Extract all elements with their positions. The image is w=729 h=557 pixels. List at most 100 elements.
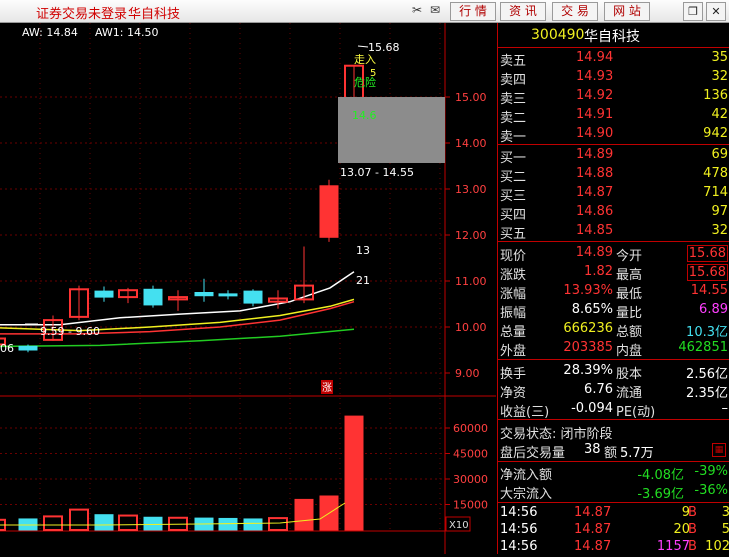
title-bar: 证券交易未登录 华自科技 ✂ ✉ 行 情 资 讯 交 易 网 站 ❐ ✕ xyxy=(0,0,729,23)
range-label: 13.07 - 14.55 xyxy=(340,166,414,179)
signal-label-1: 走入 xyxy=(354,53,376,66)
tick-row: 14:56 14.87 9 B 3 xyxy=(498,504,729,523)
low-range-label: 9.59 - 9.60 xyxy=(40,325,100,338)
ask-row: 卖四 14.93 32 xyxy=(498,68,729,88)
stat-label: 最高 xyxy=(616,268,643,283)
ask-volume: 35 xyxy=(711,50,728,65)
signal-label-3: 危险 xyxy=(354,75,376,89)
stat-value: 14.55 xyxy=(690,283,728,298)
volume-axis: 60000 45000 30000 15000 xyxy=(445,422,488,512)
stat-label: 涨跌 xyxy=(500,268,527,283)
stock-name: 华自科技 xyxy=(584,29,640,45)
candle-body xyxy=(168,296,188,301)
left-cut-label: 06 xyxy=(0,342,14,355)
bid-label: 买二 xyxy=(500,170,527,185)
candle-body xyxy=(143,288,163,306)
quotes-button[interactable]: 行 情 xyxy=(450,2,496,21)
divider xyxy=(498,144,729,145)
candle-body xyxy=(294,284,314,301)
tick-count: 5 xyxy=(721,522,729,537)
volume-bar xyxy=(43,515,63,531)
ask-price: 14.90 xyxy=(576,126,614,141)
stat-label: 涨幅 xyxy=(500,287,527,302)
ask-price: 14.93 xyxy=(576,69,614,84)
stat-label: 最低 xyxy=(616,287,643,302)
close-icon[interactable]: ✕ xyxy=(706,2,726,21)
price-tick-label: 15.00 xyxy=(455,91,487,104)
volume-bar xyxy=(94,514,114,531)
stock-name-title: 华自科技 xyxy=(128,7,181,22)
trade-button[interactable]: 交 易 xyxy=(552,2,598,21)
fund-row: 收益(三) -0.094 PE(动) – xyxy=(498,400,729,420)
price-tick-label: 11.00 xyxy=(455,275,487,288)
tick-time: 14:56 xyxy=(500,522,538,537)
ma-line xyxy=(0,298,355,332)
stat-value: 8.65% xyxy=(571,302,613,317)
flow-label: 大宗流入 xyxy=(500,487,553,502)
mail-icon[interactable]: ✉ xyxy=(430,3,441,17)
volume-bar xyxy=(69,508,89,532)
fund-value: – xyxy=(721,401,729,416)
flow-percent: -39% xyxy=(694,464,728,479)
stat-value: 462851 xyxy=(678,340,728,355)
quote-row: 涨跌 1.82 最高 15.68 xyxy=(498,263,729,283)
ma-line xyxy=(0,271,355,326)
ask-label: 卖二 xyxy=(500,111,527,126)
kline-chart[interactable]: AW: 14.84 AW1: 14.50 14.6 13.07 - 14.55 … xyxy=(0,23,496,554)
fund-row: 换手 28.39% 股本 2.56亿 xyxy=(498,362,729,382)
fund-value: 6.76 xyxy=(584,382,613,397)
ask-volume: 32 xyxy=(711,69,728,84)
bid-price: 14.88 xyxy=(576,166,614,181)
ask-label: 卖一 xyxy=(500,130,527,145)
price-range-box xyxy=(338,97,445,163)
ask-label: 卖五 xyxy=(500,54,527,69)
ask-row: 卖二 14.91 42 xyxy=(498,106,729,126)
bid-volume: 714 xyxy=(703,185,728,200)
bid-label: 买一 xyxy=(500,151,527,166)
candle-body xyxy=(118,289,138,299)
website-button[interactable]: 网 站 xyxy=(604,2,650,21)
bid-row: 买一 14.89 69 xyxy=(498,146,729,166)
bid-row: 买四 14.86 97 xyxy=(498,203,729,223)
stock-header: 300490 华自科技 xyxy=(498,23,729,47)
volume-bar xyxy=(143,516,163,531)
price-tick-label: 9.00 xyxy=(455,367,480,380)
chart-toggle-icon[interactable]: ▦ xyxy=(712,443,726,457)
bid-label: 买四 xyxy=(500,208,527,223)
box-value-label: 14.6 xyxy=(352,109,377,122)
fund-label: PE(动) xyxy=(616,405,656,420)
bid-row: 买五 14.85 32 xyxy=(498,222,729,242)
ask-row: 卖一 14.90 942 xyxy=(498,125,729,145)
tick-price: 14.87 xyxy=(574,522,612,537)
stat-label: 总量 xyxy=(500,325,527,340)
volume-bar xyxy=(268,517,288,532)
candle-body xyxy=(94,290,114,298)
stat-value: 15.68 xyxy=(686,264,728,281)
ma13-label: 13 xyxy=(356,244,370,257)
stat-value: 15.68 xyxy=(686,245,728,262)
stat-label: 总额 xyxy=(616,325,643,340)
candle-body xyxy=(268,297,288,303)
ask-row: 卖五 14.94 35 xyxy=(498,49,729,69)
tick-price: 14.87 xyxy=(574,539,612,554)
tick-time: 14:56 xyxy=(500,539,538,554)
tick-side: B xyxy=(688,505,697,520)
tick-side: B xyxy=(688,522,697,537)
price-tick-label: 10.00 xyxy=(455,321,487,334)
restore-icon[interactable]: ❐ xyxy=(683,2,703,21)
news-button[interactable]: 资 讯 xyxy=(500,2,546,21)
tool-icon[interactable]: ✂ xyxy=(412,3,423,17)
price-tick-label: 14.00 xyxy=(455,137,487,150)
fund-row: 净资 6.76 流通 2.35亿 xyxy=(498,381,729,401)
price-tick-label: 13.00 xyxy=(455,183,487,196)
tick-volume: 1157 xyxy=(656,539,690,554)
after-hours-amount: 5.7万 xyxy=(620,446,654,461)
volume-bars xyxy=(0,415,364,532)
tick-row: 14:56 14.87 1157 B 102 xyxy=(498,538,729,557)
volume-bar xyxy=(294,498,314,531)
bid-row: 买二 14.88 478 xyxy=(498,165,729,185)
trade-status: 交易状态: 闭市阶段 xyxy=(500,427,613,442)
ma21-label: 21 xyxy=(356,274,370,287)
signal-label-2: 5 xyxy=(370,68,376,79)
tick-row: 14:56 14.87 20 B 5 xyxy=(498,521,729,540)
